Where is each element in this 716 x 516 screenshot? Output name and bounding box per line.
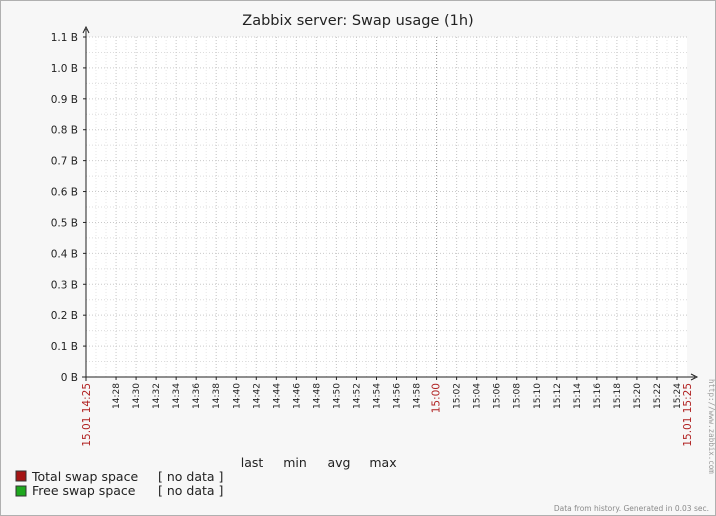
y-tick-label: 0.1 B (51, 341, 78, 353)
x-tick-label: 14:52 (352, 383, 362, 409)
x-tick-label: 15:20 (633, 383, 643, 409)
x-tick-label: 14:44 (272, 383, 282, 409)
x-tick-label: 15:10 (533, 383, 543, 409)
x-tick-label: 14:40 (232, 383, 242, 409)
x-tick-label: 14:56 (393, 383, 403, 409)
axes (82, 25, 699, 381)
legend-label-free-swap: Free swap space (32, 483, 136, 498)
legend-value-free-swap: [ no data ] (158, 483, 223, 498)
x-tick-label: 14:58 (413, 383, 423, 409)
watermark-url: http://www.zabbix.com (707, 379, 715, 474)
y-tick-label: 1.1 B (51, 32, 78, 44)
x-tick-label: 15:22 (653, 383, 663, 409)
x-axis-arrow (690, 373, 699, 381)
x-tick-label: 14:28 (112, 383, 122, 409)
x-tick-label: 14:38 (212, 383, 222, 409)
x-tick-label: 15:02 (453, 383, 463, 409)
x-tick-label: 15:12 (553, 383, 563, 409)
x-tick-label: 14:34 (172, 383, 182, 409)
y-tick-label: 0.6 B (51, 187, 78, 199)
x-tick-label: 15:00 (431, 383, 443, 413)
legend-swatch-free-swap (15, 485, 27, 497)
x-start-label: 15.01 14:25 (81, 383, 93, 447)
y-tick-label: 0.9 B (51, 94, 78, 106)
x-tick-label: 15:18 (613, 383, 623, 409)
legend-col-avg: avg (328, 455, 351, 470)
y-tick-label: 0.3 B (51, 279, 78, 291)
x-tick-label: 15:24 (673, 383, 683, 409)
legend-col-min: min (283, 455, 307, 470)
legend-col-max: max (369, 455, 396, 470)
x-tick-label: 15:06 (493, 383, 503, 409)
y-tick-label: 0.2 B (51, 310, 78, 322)
legend-label-total-swap: Total swap space (31, 469, 138, 484)
x-tick-label: 14:32 (152, 383, 162, 409)
y-tick-label: 0 B (61, 372, 78, 384)
x-tick-label: 14:36 (192, 383, 202, 409)
x-tick-label: 14:30 (132, 383, 142, 409)
x-tick-label: 14:50 (332, 383, 342, 409)
x-axis-ticks: 14:28 14:30 14:32 14:34 14:36 14:38 14:40 14:42… (81, 377, 694, 447)
footer-note: Data from history. Generated in 0.03 sec… (554, 504, 709, 513)
legend-value-total-swap: [ no data ] (158, 469, 223, 484)
x-end-label: 15.01 15:25 (682, 383, 694, 447)
legend-col-last: last (241, 455, 264, 470)
y-tick-label: 0.4 B (51, 248, 78, 260)
chart-title: Zabbix server: Swap usage (1h) (242, 13, 473, 29)
y-tick-label: 1.0 B (51, 63, 78, 75)
y-axis-arrow (82, 25, 90, 34)
y-tick-label: 0.7 B (51, 156, 78, 168)
y-axis-ticks: 0 B 0.1 B 0.2 B 0.3 B 0.4 B 0.5 B 0.6 B 0.7 B 0.… (51, 32, 86, 384)
x-tick-label: 14:42 (252, 383, 262, 409)
x-tick-label: 15:14 (573, 383, 583, 409)
x-tick-label: 14:46 (292, 383, 302, 409)
grid (86, 36, 687, 377)
x-tick-label: 15:16 (593, 383, 603, 409)
y-tick-label: 0.8 B (51, 125, 78, 137)
x-tick-label: 15:04 (473, 383, 483, 409)
legend: last min avg max Total swap space [ no d… (15, 455, 397, 498)
x-tick-label: 14:48 (312, 383, 322, 409)
y-tick-label: 0.5 B (51, 217, 78, 229)
legend-swatch-total-swap (15, 470, 27, 482)
x-tick-label: 14:54 (372, 383, 382, 409)
x-tick-label: 15:08 (513, 383, 523, 409)
